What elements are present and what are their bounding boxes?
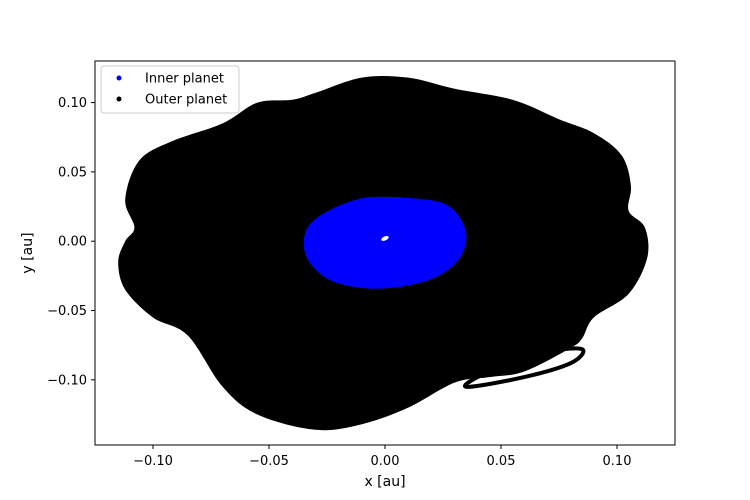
legend-label-inner-planet: Inner planet [145, 72, 224, 87]
legend-label-outer-planet: Outer planet [145, 93, 227, 108]
inner-planet-orbit-points [303, 196, 467, 289]
x-tick-label: −0.05 [249, 454, 289, 469]
y-tick-label: 0.05 [58, 165, 87, 180]
x-axis-ticks: −0.10 −0.05 0.00 0.05 0.10 [133, 445, 631, 469]
x-tick-label: 0.10 [603, 454, 632, 469]
y-axis-ticks: −0.10 −0.05 0.00 0.05 0.10 [47, 96, 95, 388]
legend-box [100, 65, 240, 114]
y-axis-label: y [au] [20, 232, 36, 273]
legend-marker-outer-planet [116, 96, 122, 102]
outer-planet-loop-points [462, 346, 586, 389]
x-tick-label: 0.05 [487, 454, 516, 469]
y-tick-label: −0.05 [47, 304, 87, 319]
x-tick-label: 0.00 [371, 454, 400, 469]
plot-area [118, 75, 649, 431]
legend-marker-inner-planet [116, 75, 122, 81]
x-axis-label: x [au] [364, 474, 405, 490]
center-gap [381, 235, 389, 241]
y-tick-label: 0.10 [58, 96, 87, 111]
y-tick-label: −0.10 [47, 373, 87, 388]
legend: Inner planet Outer planet [100, 65, 240, 114]
x-tick-label: −0.10 [133, 454, 173, 469]
y-tick-label: 0.00 [58, 235, 87, 250]
